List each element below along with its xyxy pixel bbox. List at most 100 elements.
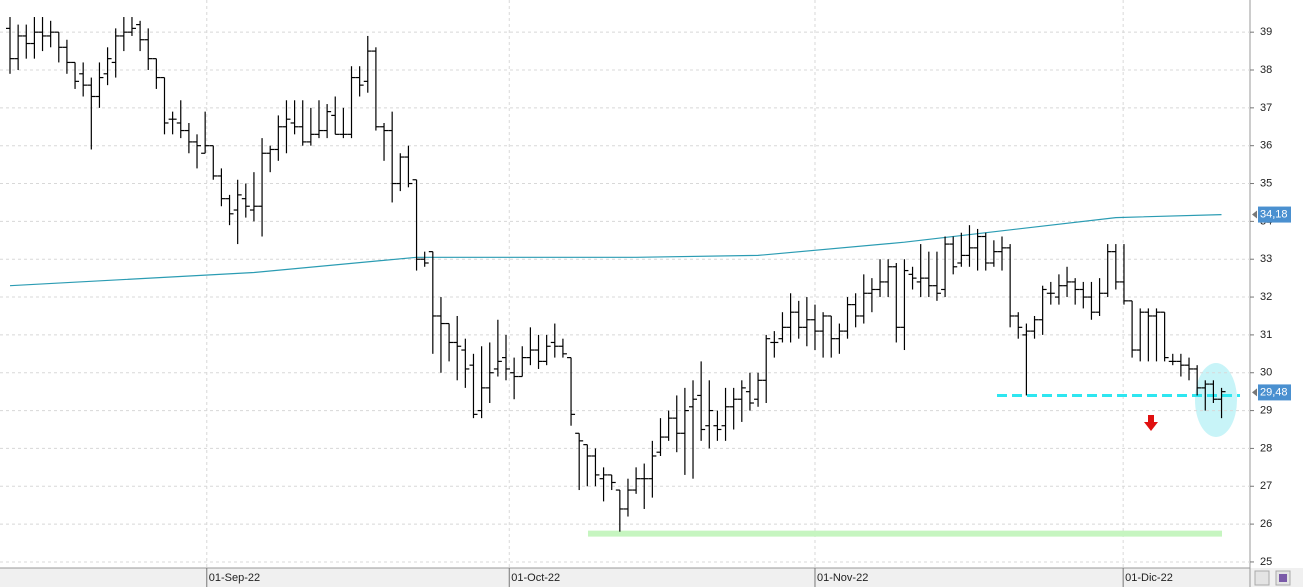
x-tick-label: 01-Dic-22 xyxy=(1125,572,1173,584)
ohlc-bar xyxy=(1136,308,1145,362)
ohlc-bar xyxy=(989,240,998,267)
ohlc-bar xyxy=(469,353,478,419)
ohlc-bar xyxy=(363,35,372,93)
ohlc-bar xyxy=(282,100,291,154)
ohlc-bar xyxy=(648,440,657,498)
price-label-box xyxy=(1258,206,1291,223)
ohlc-bar xyxy=(404,145,413,188)
ohlc-bar xyxy=(689,380,698,479)
price-label-box xyxy=(1258,384,1291,401)
y-tick-label: 36 xyxy=(1260,140,1272,152)
ohlc-bar xyxy=(1185,357,1194,381)
ohlc-bar xyxy=(380,122,389,161)
ohlc-bar xyxy=(1006,244,1015,328)
ohlc-bar xyxy=(534,334,543,369)
ohlc-bar xyxy=(477,346,486,419)
ohlc-bar xyxy=(623,478,632,517)
ohlc-bar xyxy=(420,251,429,267)
ohlc-bar xyxy=(71,61,80,89)
ohlc-bar xyxy=(160,76,169,135)
ohlc-bar xyxy=(981,232,990,271)
ohlc-bar xyxy=(802,297,811,347)
ohlc-bar xyxy=(1119,244,1128,305)
ohlc-bar xyxy=(339,107,348,139)
ohlc-bar xyxy=(876,259,885,298)
ohlc-bar xyxy=(1201,380,1210,411)
ohlc-bar xyxy=(144,28,153,71)
ohlc-bar xyxy=(713,410,722,441)
ohlc-bar xyxy=(241,183,250,218)
ohlc-bar xyxy=(1030,315,1039,339)
ohlc-bar xyxy=(209,145,218,180)
icon-button[interactable] xyxy=(1254,570,1270,586)
ohlc-bar xyxy=(583,444,592,487)
ohlc-bar xyxy=(591,448,600,487)
ohlc-bar xyxy=(859,274,868,324)
ohlc-bar xyxy=(95,62,104,108)
ohlc-bar xyxy=(298,100,307,146)
ohlc-bar xyxy=(1054,274,1063,305)
y-tick-label: 33 xyxy=(1260,253,1272,265)
ohlc-bar xyxy=(1087,281,1096,320)
price-pointer xyxy=(1252,388,1257,397)
y-tick-label: 30 xyxy=(1260,367,1272,379)
ohlc-bar xyxy=(729,387,738,430)
ohlc-bar xyxy=(485,342,494,404)
x-tick-label: 01-Nov-22 xyxy=(817,572,868,584)
ohlc-bar xyxy=(973,228,982,271)
ohlc-bar xyxy=(656,418,665,456)
ohlc-bar xyxy=(1152,308,1161,362)
ohlc-bar xyxy=(502,334,511,381)
ohlc-bar xyxy=(193,134,202,169)
ohlc-bar xyxy=(558,338,567,358)
ohlc-bar xyxy=(1038,285,1047,335)
ohlc-bar xyxy=(1176,353,1185,377)
ohlc-bar xyxy=(1144,308,1153,362)
ohlc-bar xyxy=(810,304,819,351)
y-tick-label: 29 xyxy=(1260,404,1272,416)
ohlc-bar xyxy=(607,474,616,491)
ohlc-bar xyxy=(1063,266,1072,298)
ohlc-bar xyxy=(258,138,267,237)
ohlc-bar xyxy=(518,346,527,378)
ohlc-bar xyxy=(941,236,950,298)
ohlc-bar xyxy=(705,380,714,449)
ohlc-bar xyxy=(1014,312,1023,339)
ohlc-bar xyxy=(201,111,210,154)
y-tick-label: 32 xyxy=(1260,291,1272,303)
y-tick-label: 25 xyxy=(1260,556,1272,568)
ohlc-bar xyxy=(550,323,559,358)
ohlc-bar xyxy=(762,334,771,404)
ohlc-bar xyxy=(184,122,193,154)
ohlc-bar xyxy=(998,236,1007,271)
ohlc-bar xyxy=(737,380,746,422)
ohlc-bar xyxy=(119,17,128,52)
ohlc-bar xyxy=(1217,387,1226,419)
ohlc-bar xyxy=(306,107,315,146)
price-label: 29,48 xyxy=(1260,386,1288,398)
ohlc-bar xyxy=(819,312,828,358)
ohlc-bar xyxy=(493,319,502,377)
ohlc-bar xyxy=(412,179,421,271)
ohlc-bar xyxy=(745,372,754,411)
ohlc-bar xyxy=(290,100,299,135)
ohlc-bar xyxy=(396,153,405,192)
ohlc-bar xyxy=(510,357,519,400)
ohlc-bar xyxy=(916,244,925,298)
ohlc-bar xyxy=(1046,281,1055,305)
ohlc-bar xyxy=(843,297,852,339)
ohlc-bar xyxy=(778,312,787,343)
ohlc-bar xyxy=(680,387,689,475)
ohlc-bar xyxy=(152,58,161,89)
ohlc-bar xyxy=(103,47,112,86)
ohlc-bar xyxy=(461,338,470,388)
ohlc-bar xyxy=(331,96,340,135)
ohlc-bar xyxy=(62,39,71,74)
ohlc-bar xyxy=(851,293,860,328)
ohlc-bar xyxy=(965,225,974,267)
ohlc-bar xyxy=(794,300,803,339)
scroll-icons xyxy=(1254,570,1291,586)
